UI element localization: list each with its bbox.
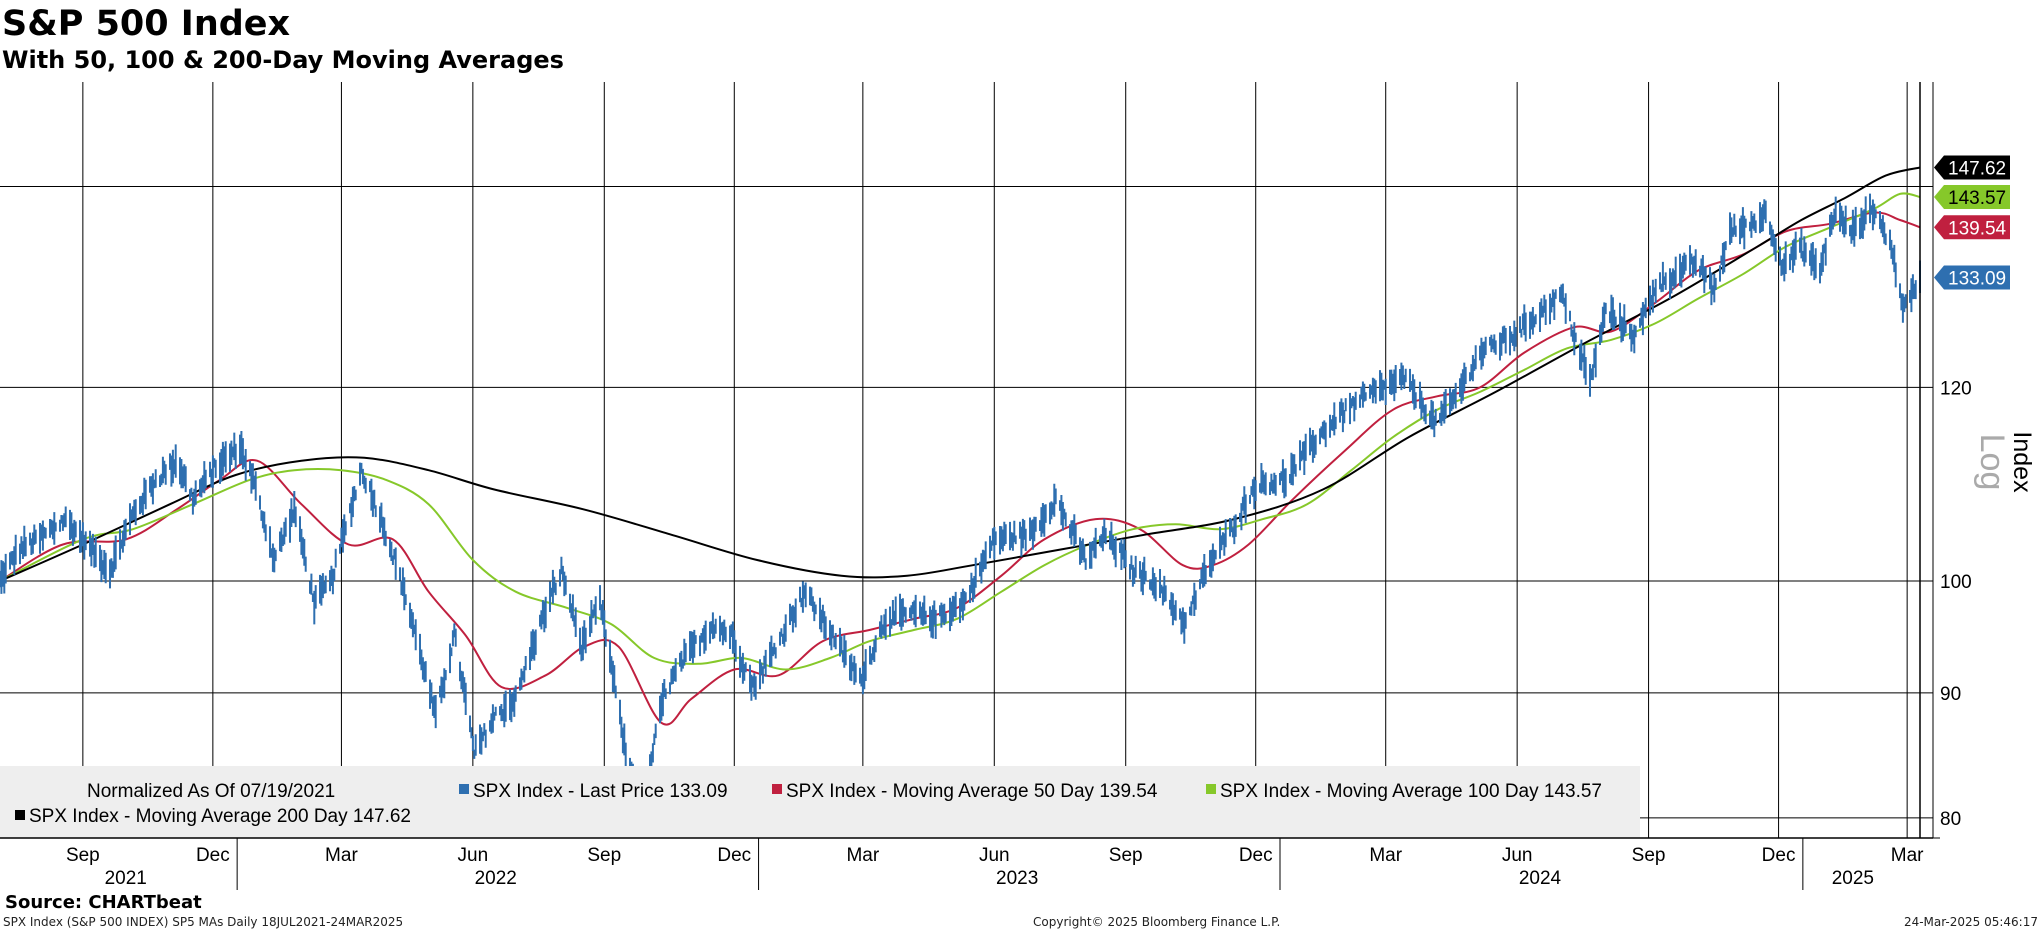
x-tick-label: Mar xyxy=(1369,845,1402,866)
ma100-tag-shape xyxy=(1934,185,2010,210)
legend-item-last-price: SPX Index - Last Price 133.09 xyxy=(473,781,728,802)
ma200-tag-value: 147.62 xyxy=(1948,159,2006,180)
y-tick-label: 90 xyxy=(1940,684,1961,705)
last-price-tag-shape xyxy=(1934,265,2010,290)
footer-series-info: SPX Index (S&P 500 INDEX) SP5 MAs Daily … xyxy=(3,915,404,929)
last-price-tag-value: 133.09 xyxy=(1948,269,2006,290)
price-bars xyxy=(0,193,1921,818)
chart-subtitle: With 50, 100 & 200-Day Moving Averages xyxy=(2,46,564,74)
y-axis-scale-label: Log xyxy=(1973,434,2011,491)
ma200-series-line xyxy=(0,166,1921,582)
legend-swatch-ma200 xyxy=(15,810,25,820)
ma100-tag-group: 143.57 xyxy=(1934,185,2010,210)
ma100-tag-value: 143.57 xyxy=(1948,188,2006,209)
legend-item-ma50: SPX Index - Moving Average 50 Day 139.54 xyxy=(786,781,1158,802)
y-tick-label: 100 xyxy=(1940,572,1972,593)
x-tick-label: Jun xyxy=(979,845,1010,866)
x-year-label: 2025 xyxy=(1832,868,1874,889)
legend-swatch-ma100 xyxy=(1206,784,1216,794)
legend-background xyxy=(0,766,1640,838)
x-tick-label: Mar xyxy=(846,845,879,866)
legend-normalized: Normalized As Of 07/19/2021 xyxy=(87,781,335,802)
x-tick-label: Mar xyxy=(325,845,358,866)
source-note: Source: CHARTbeat xyxy=(5,892,202,913)
x-year-label: 2024 xyxy=(1519,868,1562,889)
ma50-series-line xyxy=(0,211,1921,726)
ma50-tag-group: 139.54 xyxy=(1934,215,2010,240)
x-tick-label: Jun xyxy=(458,845,489,866)
chart-title: S&P 500 Index xyxy=(2,4,291,44)
x-tick-label: Jun xyxy=(1502,845,1533,866)
legend-swatch-ma50 xyxy=(772,784,782,794)
x-tick-label: Mar xyxy=(1891,845,1924,866)
x-tick-label: Sep xyxy=(1632,845,1666,866)
legend-swatch-last-price xyxy=(459,784,469,794)
y-tick-label: 80 xyxy=(1940,809,1961,830)
x-tick-label: Sep xyxy=(587,845,621,866)
ma50-tag-value: 139.54 xyxy=(1948,218,2007,239)
legend-item-ma200: SPX Index - Moving Average 200 Day 147.6… xyxy=(29,806,411,827)
ma200-tag-group: 147.62 xyxy=(1934,155,2010,180)
x-year-label: 2022 xyxy=(475,868,517,889)
y-tick-label: 120 xyxy=(1940,378,1972,399)
footer-timestamp: 24-Mar-2025 05:46:17 xyxy=(1903,915,2038,929)
x-tick-label: Sep xyxy=(66,845,100,866)
ma200-tag-shape xyxy=(1934,155,2010,180)
ma50-tag-shape xyxy=(1934,215,2010,240)
x-tick-label: Sep xyxy=(1109,845,1143,866)
x-tick-label: Dec xyxy=(196,845,230,866)
legend-item-ma100: SPX Index - Moving Average 100 Day 143.5… xyxy=(1220,781,1602,802)
x-year-label: 2021 xyxy=(105,868,147,889)
last-price-tag-group: 133.09 xyxy=(1934,265,2010,290)
ma100-series-line xyxy=(0,192,1921,671)
x-tick-label: Dec xyxy=(1762,845,1796,866)
footer-copyright: Copyright© 2025 Bloomberg Finance L.P. xyxy=(1033,915,1281,929)
price-series xyxy=(0,193,1921,818)
y-axis-label: Index xyxy=(2008,431,2036,493)
x-tick-label: Dec xyxy=(1239,845,1273,866)
x-year-label: 2023 xyxy=(996,868,1038,889)
x-tick-label: Dec xyxy=(717,845,751,866)
